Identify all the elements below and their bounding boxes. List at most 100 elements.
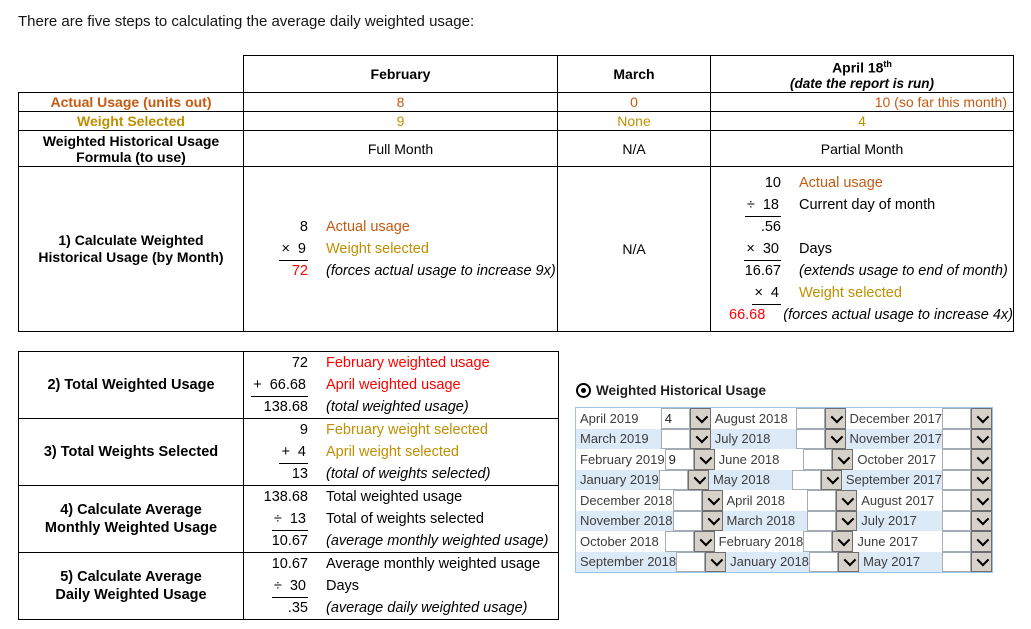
chevron-down-icon bbox=[693, 471, 707, 485]
month-label: December 2017 bbox=[849, 410, 943, 426]
actual-usage-february: 8 bbox=[243, 92, 558, 112]
value: 30 bbox=[289, 578, 306, 594]
weight-value-field[interactable] bbox=[942, 510, 971, 531]
dropdown-button[interactable] bbox=[971, 449, 993, 470]
dropdown-button[interactable] bbox=[824, 428, 846, 449]
weight-value-field[interactable] bbox=[809, 551, 839, 572]
month-weight-group: June 2018 bbox=[715, 449, 854, 470]
weight-value-field[interactable] bbox=[795, 428, 825, 449]
dropdown-button[interactable] bbox=[836, 490, 858, 511]
dropdown-button[interactable] bbox=[824, 408, 846, 429]
chevron-down-icon bbox=[699, 533, 712, 547]
dropdown-button[interactable] bbox=[687, 469, 709, 490]
dropdown-button[interactable] bbox=[832, 531, 854, 552]
weight-value-field[interactable] bbox=[791, 469, 821, 490]
weight-value-field[interactable] bbox=[672, 510, 702, 531]
dropdown-button[interactable] bbox=[693, 449, 715, 470]
grid-row: November 2018 March 2018 July 2017 bbox=[576, 510, 992, 531]
month-label: January 2018 bbox=[730, 554, 809, 570]
weight-value-field[interactable] bbox=[942, 408, 971, 429]
dropdown-button[interactable] bbox=[693, 531, 715, 552]
weight-value-field[interactable] bbox=[658, 469, 688, 490]
dropdown-button[interactable] bbox=[836, 510, 858, 531]
calc-label: Weight selected bbox=[799, 285, 902, 301]
steps-table: 2) Total Weighted Usage 72 February weigh… bbox=[18, 351, 559, 620]
weight-selected-march: None bbox=[557, 111, 711, 131]
dropdown-button[interactable] bbox=[971, 510, 992, 531]
dropdown-button[interactable] bbox=[705, 551, 727, 572]
calc-line: 10 Actual usage bbox=[711, 172, 1013, 194]
weight-value-field[interactable] bbox=[942, 490, 971, 511]
weight-value-field[interactable] bbox=[807, 510, 837, 531]
actual-usage-march: 0 bbox=[557, 92, 711, 112]
dropdown-button[interactable] bbox=[832, 449, 854, 470]
weight-value-field[interactable] bbox=[664, 531, 694, 552]
weight-value-field[interactable] bbox=[672, 490, 702, 511]
value: 13 bbox=[291, 466, 308, 482]
value: 72 bbox=[291, 355, 308, 371]
month-weight-group: October 2018 bbox=[576, 531, 715, 552]
calc-number: × 30 bbox=[711, 238, 781, 261]
chevron-down-icon bbox=[837, 451, 851, 465]
month-label: June 2018 bbox=[718, 451, 780, 467]
weighted-historical-usage-option[interactable]: Weighted Historical Usage bbox=[576, 383, 766, 398]
dropdown-button[interactable] bbox=[971, 531, 993, 552]
chevron-down-icon bbox=[695, 430, 709, 444]
month-weight-group: December 2017 bbox=[846, 408, 992, 429]
value: 13 bbox=[289, 511, 306, 527]
radio-label: Weighted Historical Usage bbox=[596, 383, 767, 398]
month-label: October 2018 bbox=[580, 533, 659, 549]
month-label: June 2017 bbox=[857, 533, 919, 549]
weight-value-field[interactable] bbox=[942, 469, 971, 490]
calc-line: × 9 Weight selected bbox=[244, 238, 557, 261]
calc-number: 8 bbox=[244, 216, 308, 238]
month-weight-group: December 2018 bbox=[576, 490, 723, 511]
dropdown-button[interactable] bbox=[689, 408, 711, 429]
month-weight-group: May 2017 bbox=[859, 551, 992, 572]
weight-value-field[interactable] bbox=[807, 490, 837, 511]
dropdown-button[interactable] bbox=[701, 510, 723, 531]
calc-line: 9 February weight selected bbox=[244, 419, 558, 441]
weight-value-field[interactable] bbox=[660, 428, 690, 449]
chevron-down-icon bbox=[843, 553, 857, 567]
dropdown-button[interactable] bbox=[838, 551, 860, 572]
calc-number: 138.68 bbox=[244, 486, 308, 508]
weight-value-field[interactable] bbox=[942, 551, 971, 572]
calc-number: ÷ 30 bbox=[244, 575, 308, 598]
weight-value-field[interactable] bbox=[676, 551, 706, 572]
month-weight-group: November 2017 bbox=[846, 428, 992, 449]
weight-value-field[interactable] bbox=[803, 531, 833, 552]
month-weight-group: March 2019 bbox=[576, 428, 711, 449]
dropdown-button[interactable] bbox=[971, 469, 992, 490]
chevron-down-icon bbox=[841, 492, 855, 506]
weight-value-field[interactable] bbox=[942, 428, 971, 449]
dropdown-button[interactable] bbox=[971, 408, 992, 429]
radio-button-icon[interactable] bbox=[576, 383, 591, 398]
calc-label: (extends usage to end of month) bbox=[799, 263, 1008, 279]
calc-line: 138.68 (total weighted usage) bbox=[244, 396, 558, 418]
value: 4 bbox=[770, 285, 779, 301]
empty-corner-cell bbox=[19, 56, 244, 93]
weight-value-field[interactable] bbox=[803, 449, 833, 470]
calc-line: 13 (total of weights selected) bbox=[244, 463, 558, 485]
dropdown-button[interactable] bbox=[971, 428, 992, 449]
dropdown-button[interactable] bbox=[820, 469, 842, 490]
month-label: March 2018 bbox=[726, 513, 796, 529]
weight-value-field[interactable]: 4 bbox=[660, 408, 690, 429]
calc-label: Current day of month bbox=[799, 197, 936, 213]
dropdown-button[interactable] bbox=[971, 490, 992, 511]
weight-value-field[interactable]: 9 bbox=[664, 449, 694, 470]
chevron-down-icon bbox=[837, 533, 851, 547]
dropdown-button[interactable] bbox=[971, 551, 992, 572]
chevron-down-icon bbox=[707, 512, 720, 526]
weight-value-field[interactable] bbox=[795, 408, 825, 429]
dropdown-button[interactable] bbox=[701, 490, 723, 511]
weight-value-field[interactable] bbox=[942, 449, 972, 470]
weight-value-field[interactable] bbox=[942, 531, 972, 552]
calc-label: February weight selected bbox=[326, 422, 488, 438]
value: .56 bbox=[760, 219, 781, 235]
dropdown-button[interactable] bbox=[689, 428, 711, 449]
calc-number: +4 bbox=[244, 441, 308, 464]
column-header-april: April 18th (date the report is run) bbox=[710, 55, 1014, 93]
month-weight-group: January 2018 bbox=[726, 551, 860, 572]
